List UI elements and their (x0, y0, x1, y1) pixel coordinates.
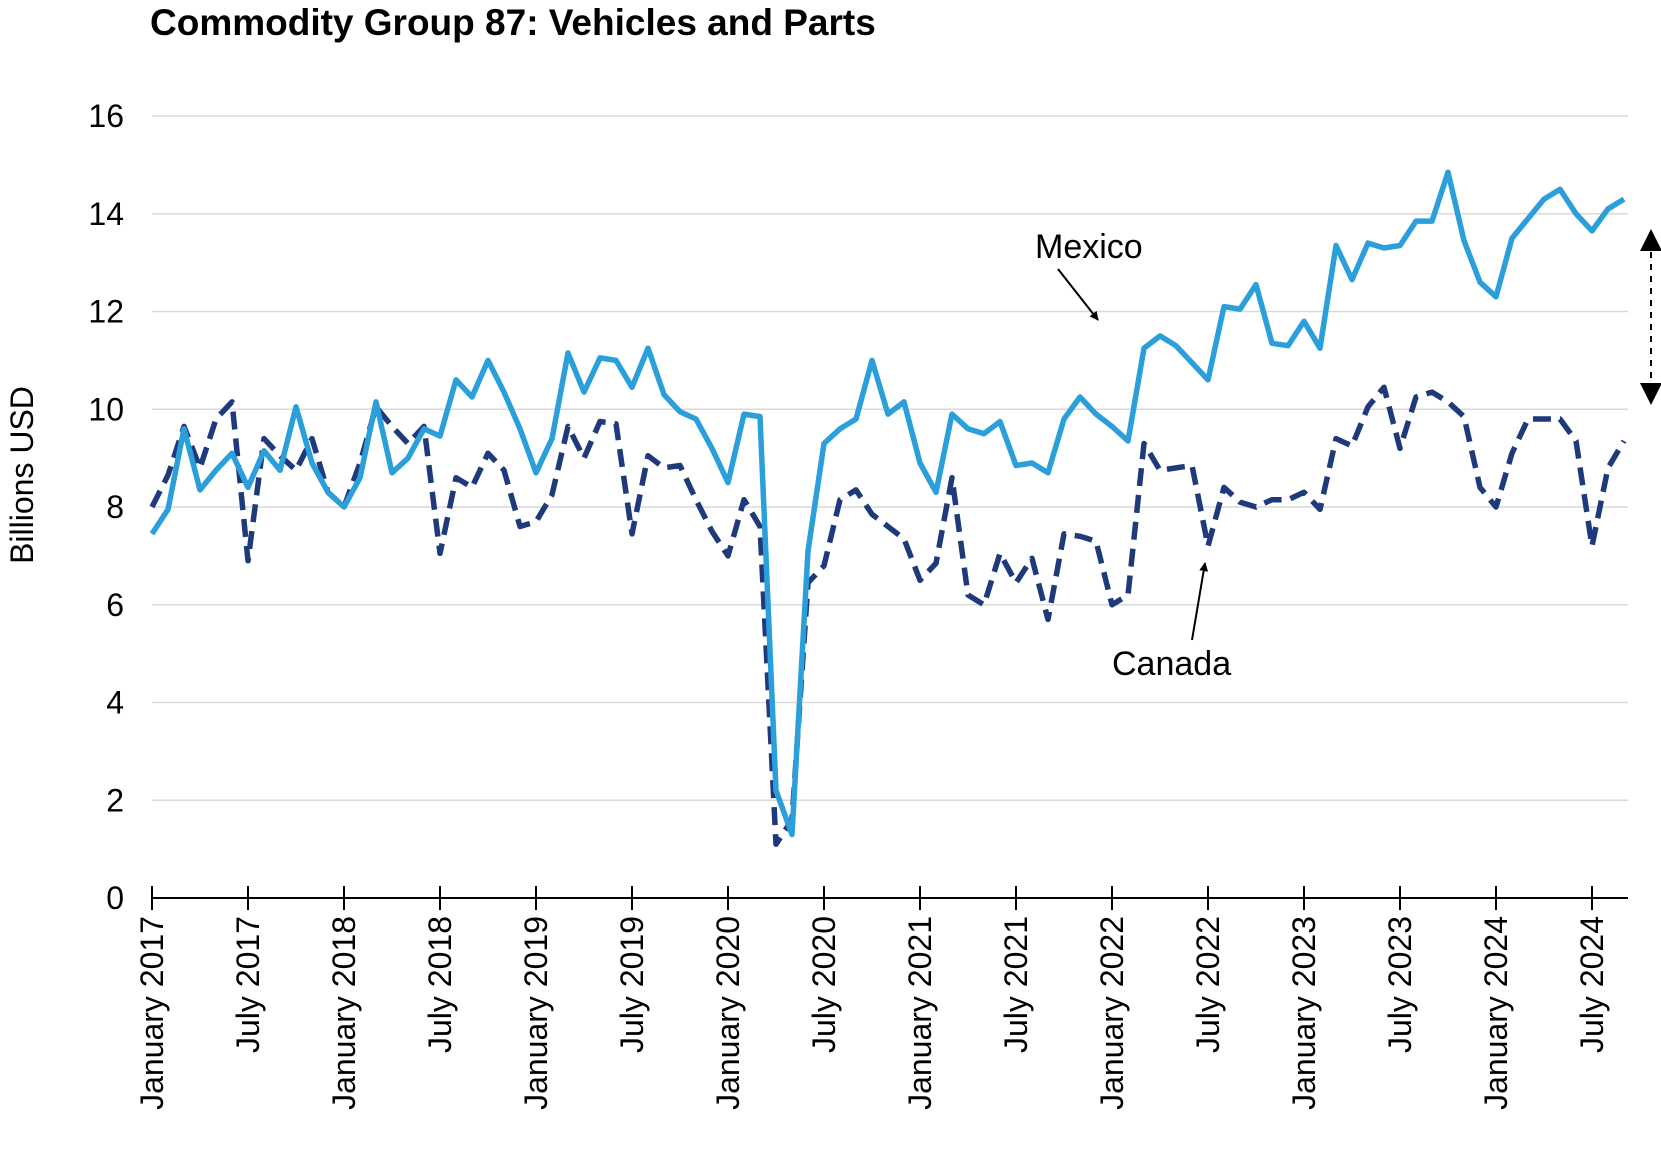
series-line-mexico (149, 169, 1626, 838)
x-tick-label: January 2023 (1286, 916, 1322, 1110)
x-tick-label: July 2020 (806, 916, 842, 1053)
y-tick-label: 0 (106, 880, 124, 916)
x-tick-label: January 2021 (902, 916, 938, 1110)
x-tick-label: January 2019 (518, 916, 554, 1110)
x-axis (151, 886, 1628, 910)
y-tick-label: 10 (88, 391, 124, 427)
x-tick-label: July 2024 (1574, 916, 1610, 1053)
chart-title: Commodity Group 87: Vehicles and Parts (150, 2, 876, 43)
y-tick-label: 14 (88, 196, 124, 232)
y-tick-label: 16 (88, 98, 124, 134)
canada-annotation-label: Canada (1112, 645, 1231, 683)
y-axis: 0 2 4 6 8 10 12 14 16 (88, 98, 124, 916)
x-tick-label: July 2023 (1382, 916, 1418, 1053)
series-lines (149, 169, 1627, 847)
x-tick-label: January 2020 (710, 916, 746, 1110)
y-tick-label: 2 (106, 782, 124, 818)
y-tick-label: 8 (106, 489, 124, 525)
x-tick-label: January 2018 (326, 916, 362, 1110)
x-tick-label: July 2017 (230, 916, 266, 1053)
x-tick-label: July 2022 (1190, 916, 1226, 1053)
series-line-canada (149, 384, 1627, 847)
x-tick-label: July 2019 (614, 916, 650, 1053)
x-tick-label: July 2021 (998, 916, 1034, 1053)
mexico-annotation-arrow (1057, 268, 1099, 321)
x-tick-label: January 2017 (134, 916, 170, 1110)
x-tick-labels: January 2017 July 2017 January 2018 July 20… (134, 916, 1610, 1110)
y-axis-label: Billions USD (4, 386, 40, 564)
x-tick-label: July 2018 (422, 916, 458, 1053)
x-tick-label: January 2024 (1478, 916, 1514, 1110)
gridlines (152, 115, 1628, 801)
canada-annotation-arrow (1191, 562, 1209, 641)
y-tick-label: 4 (106, 685, 124, 721)
annotations: Mexico Canada (1035, 228, 1661, 683)
y-tick-label: 12 (88, 294, 124, 330)
x-tick-label: January 2022 (1094, 916, 1130, 1110)
y-tick-label: 6 (106, 587, 124, 623)
mexico-annotation-label: Mexico (1035, 228, 1143, 266)
